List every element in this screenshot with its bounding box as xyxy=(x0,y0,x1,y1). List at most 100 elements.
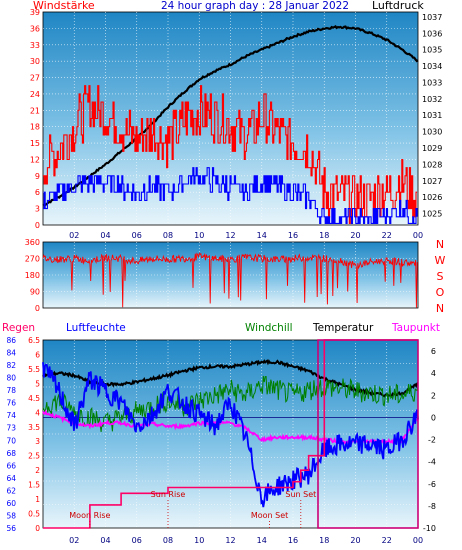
pressure-tick-label: 1027 xyxy=(422,177,442,186)
wind-panel-series xyxy=(42,24,419,224)
pressure-tick-label: 1028 xyxy=(422,160,442,169)
wind-tick-label: 24 xyxy=(30,90,40,99)
humidity-tick-label: 86 xyxy=(6,336,16,345)
legend-item: Temperatur xyxy=(312,322,374,334)
wind-tick-label: 12 xyxy=(30,155,40,164)
pressure-axis-ticks: 1025 1026 1027 1028 1029 1030 1031 1032 1033 1034… xyxy=(422,13,442,219)
direction-tick-label: 360 xyxy=(25,238,40,247)
pressure-tick-label: 1036 xyxy=(422,29,442,38)
wind-tick-label: 30 xyxy=(30,57,40,66)
temperature-tick-label: -8 xyxy=(428,502,436,511)
rain-tick-label: 1.5 xyxy=(28,481,40,490)
annotation-label: Moon Set xyxy=(251,511,288,520)
rain-tick-label: 6.5 xyxy=(28,336,40,345)
humidity-tick-label: 73 xyxy=(6,424,16,433)
wind-tick-label: 0 xyxy=(35,221,40,230)
x-tick-label: 02 xyxy=(69,231,79,240)
annotation-label: Sun Rise xyxy=(151,490,186,499)
chart-title: 24 hour graph day : 28 Januar 2022 xyxy=(161,0,349,12)
pressure-label: Luftdruck xyxy=(372,0,424,12)
wind-tick-label: 6 xyxy=(35,188,40,197)
direction-tick-label: 270 xyxy=(25,255,40,264)
wind-pressure-panel: Windstärke 24 hour graph day : 28 Januar… xyxy=(30,0,443,240)
x-tick-label: 16 xyxy=(288,231,298,240)
x-tick-label: 10 xyxy=(194,536,204,545)
direction-panel-grid xyxy=(43,242,418,308)
rain-tick-label: 4 xyxy=(35,408,40,417)
wind-tick-label: 33 xyxy=(30,41,40,50)
rain-tick-label: 5 xyxy=(35,379,40,388)
x-tick-label: 20 xyxy=(350,231,360,240)
pressure-tick-label: 1035 xyxy=(422,46,442,55)
compass-letter: N xyxy=(436,238,444,251)
humidity-tick-label: 82 xyxy=(6,361,16,370)
humidity-tick-label: 74 xyxy=(6,411,16,420)
pressure-tick-label: 1033 xyxy=(422,78,442,87)
rain-tick-label: 3 xyxy=(35,437,40,446)
x-tick-label: 06 xyxy=(132,231,142,240)
temperature-axis-ticks: -10 -8 -6 -4 -2 0 2 4 6 xyxy=(423,347,436,533)
x-tick-label: 08 xyxy=(163,536,173,545)
legend-item: Windchill xyxy=(245,322,293,334)
temperature-tick-label: -4 xyxy=(428,458,436,467)
temp-panel-grid xyxy=(43,340,418,528)
rain-tick-label: 0 xyxy=(35,524,40,533)
rain-tick-label: 2.5 xyxy=(28,452,40,461)
temperature-tick-label: -2 xyxy=(428,436,436,445)
pressure-tick-label: 1037 xyxy=(422,13,442,22)
pressure-tick-label: 1030 xyxy=(422,128,442,137)
x-tick-label: 14 xyxy=(257,536,267,545)
x-tick-label: 18 xyxy=(319,536,329,545)
series-line-windchill xyxy=(42,375,419,432)
humidity-tick-label: 66 xyxy=(6,461,16,470)
x-tick-label: 00 xyxy=(413,536,423,545)
pressure-tick-label: 1029 xyxy=(422,144,442,153)
series-line-luftdruck xyxy=(42,24,419,207)
direction-tick-label: 180 xyxy=(25,271,40,280)
temperature-panel: Regen Luftfeuchte Windchill Temperatur Taupu… xyxy=(2,322,440,545)
temp-panel-series xyxy=(42,339,419,529)
series-line-regen xyxy=(43,339,418,529)
temperature-tick-label: -10 xyxy=(423,524,436,533)
rain-tick-label: 5.5 xyxy=(28,365,40,374)
x-tick-label: 16 xyxy=(288,536,298,545)
x-tick-label: 22 xyxy=(382,536,392,545)
pressure-tick-label: 1031 xyxy=(422,111,442,120)
sun-moon-annotations: Sun Rise Sun Set Moon Rise Moon Set xyxy=(69,490,316,528)
temperature-tick-label: 0 xyxy=(431,413,436,422)
humidity-tick-label: 62 xyxy=(6,486,16,495)
compass-letter: S xyxy=(437,270,444,283)
x-tick-label: 12 xyxy=(225,231,235,240)
x-tick-label: 02 xyxy=(69,536,79,545)
pressure-tick-label: 1025 xyxy=(422,210,442,219)
temp-x-ticks: 02 04 06 08 10 12 14 16 18 20 22 00 xyxy=(69,536,423,545)
temperature-tick-label: 6 xyxy=(431,347,436,356)
rain-tick-label: 3.5 xyxy=(28,423,40,432)
temperature-tick-label: 4 xyxy=(431,369,436,378)
temperature-tick-label: -6 xyxy=(428,480,436,489)
x-tick-label: 08 xyxy=(163,231,173,240)
wind-tick-label: 9 xyxy=(35,172,40,181)
humidity-axis-ticks: 56 58 60 62 64 66 68 70 73 74 76 78 80 82 84 86 xyxy=(6,336,16,533)
wind-tick-label: 18 xyxy=(30,123,40,132)
annotation-label: Sun Set xyxy=(285,490,316,499)
humidity-tick-label: 70 xyxy=(6,436,16,445)
x-tick-label: 06 xyxy=(132,536,142,545)
rain-tick-label: 0.5 xyxy=(28,510,40,519)
direction-axis-ticks: 0 90 180 270 360 xyxy=(25,238,40,313)
humidity-tick-label: 80 xyxy=(6,374,16,383)
x-tick-label: 14 xyxy=(257,231,267,240)
rain-tick-label: 4.5 xyxy=(28,394,40,403)
annotation-label: Moon Rise xyxy=(69,511,110,520)
wind-tick-label: 39 xyxy=(30,8,40,17)
humidity-tick-label: 76 xyxy=(6,399,16,408)
humidity-tick-label: 84 xyxy=(6,349,16,358)
pressure-tick-label: 1034 xyxy=(422,62,442,71)
compass-letter: W xyxy=(435,254,446,267)
direction-panel-series xyxy=(42,252,418,308)
series-line-wind-mean xyxy=(43,167,418,224)
